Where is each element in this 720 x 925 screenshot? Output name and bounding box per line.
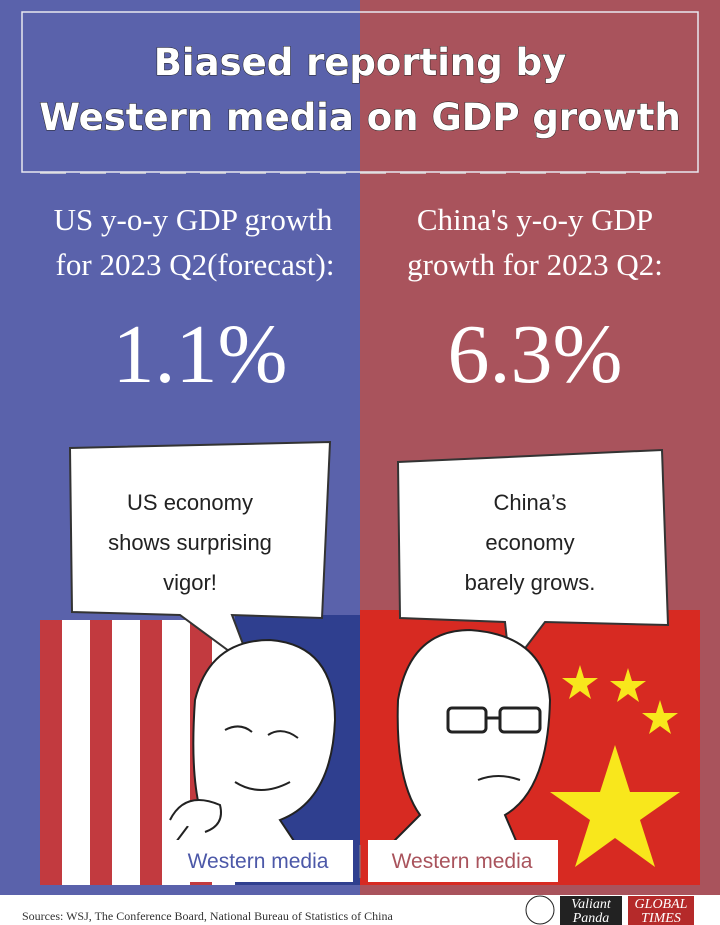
gdp-figure: 1.1% (113, 308, 288, 401)
logo-box (628, 896, 694, 925)
gdp-figure: 6.3% (448, 308, 623, 401)
bubble-line: China’s (494, 490, 567, 515)
bubble-line: barely grows. (465, 570, 596, 595)
bubble-line: shows surprising (108, 530, 272, 555)
heading-line: growth for 2023 Q2: (407, 247, 663, 282)
heading-line: for 2023 Q2(forecast): (56, 247, 335, 282)
speech-bubble (396, 448, 670, 671)
title-line: Biased reporting by (154, 41, 567, 84)
glasses-face (382, 628, 552, 851)
speech-bubble (68, 440, 332, 671)
bubble-line: vigor! (163, 570, 217, 595)
logo-text: Panda (572, 911, 610, 925)
panda-icon (525, 895, 555, 925)
bubble-line: US economy (127, 490, 253, 515)
logo-text: TIMES (641, 911, 681, 925)
title-line: Western media on GDP growth (39, 96, 681, 139)
heading-line: US y-o-y GDP growth (54, 202, 333, 237)
title-frame (21, 11, 699, 173)
caption-box (368, 840, 558, 882)
sources: Sources: WSJ, The Conference Board, Nati… (22, 909, 393, 923)
caption-box (163, 840, 353, 882)
bubble-line: economy (485, 530, 574, 555)
logo-text: Valiant (571, 897, 612, 912)
smug-face (168, 638, 337, 851)
logo-text: GLOBAL (635, 897, 688, 912)
logo-box (560, 896, 622, 925)
caption: Western media (392, 850, 533, 873)
caption: Western media (188, 850, 329, 873)
heading-line: China's y-o-y GDP (417, 202, 653, 237)
